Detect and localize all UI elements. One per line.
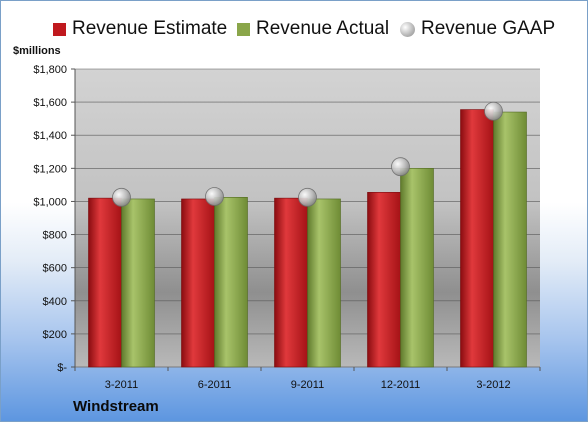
legend-label-gaap: Revenue GAAP <box>421 18 556 39</box>
legend-swatch-gaap <box>400 21 415 37</box>
y-tick-label: $1,800 <box>33 64 67 76</box>
bar-revenue-estimate <box>88 197 122 368</box>
bar-revenue-actual <box>307 198 341 368</box>
marker-revenue-gaap <box>112 187 131 207</box>
y-tick-label: $1,600 <box>33 97 67 109</box>
bar-revenue-estimate <box>460 109 494 368</box>
bar-revenue-estimate <box>367 192 401 368</box>
y-tick-label: $1,000 <box>33 196 67 208</box>
bar-revenue-actual <box>214 197 248 368</box>
marker-revenue-gaap <box>205 187 224 206</box>
y-tick-label: $800 <box>43 230 67 242</box>
y-tick-label: $400 <box>43 296 67 308</box>
legend-label-actual: Revenue Actual <box>256 18 390 39</box>
bar-layer <box>88 109 527 368</box>
marker-revenue-gaap <box>298 187 317 207</box>
y-tick-label: $600 <box>43 263 67 275</box>
bar-revenue-estimate <box>274 197 308 368</box>
tick-layer: $- $200 $400 $600 $800 $1,000 $1,200 $1,400 $1,6… <box>33 64 541 391</box>
marker-revenue-gaap <box>391 157 410 177</box>
bar-revenue-estimate <box>181 198 215 368</box>
bar-revenue-actual <box>121 198 155 368</box>
x-tick-label: 6-2011 <box>198 379 231 391</box>
y-tick-label: $1,400 <box>33 130 67 142</box>
y-axis-unit-label: $millions <box>13 45 61 57</box>
legend-swatch-estimate <box>53 22 66 36</box>
bar-revenue-actual <box>400 168 434 368</box>
bar-revenue-actual <box>493 111 527 368</box>
marker-revenue-gaap <box>484 101 503 121</box>
legend-item-estimate: Revenue Estimate <box>53 17 227 41</box>
legend-swatch-actual <box>237 22 250 36</box>
x-tick-label: 9-2011 <box>291 379 324 391</box>
legend-item-gaap: Revenue GAAP <box>400 17 555 41</box>
y-tick-label: $1,200 <box>33 163 67 175</box>
company-name: Windstream <box>73 398 159 415</box>
x-tick-label: 3-2012 <box>476 379 510 391</box>
y-tick-label: $- <box>57 362 67 374</box>
legend-label-estimate: Revenue Estimate <box>72 18 228 39</box>
y-tick-label: $200 <box>43 329 67 341</box>
x-tick-label: 12-2011 <box>381 379 421 391</box>
legend: Revenue Estimate Revenue Actual Revenue … <box>1 17 587 41</box>
marker-layer <box>112 101 503 207</box>
x-tick-label: 3-2011 <box>105 379 138 391</box>
legend-item-actual: Revenue Actual <box>237 17 389 41</box>
